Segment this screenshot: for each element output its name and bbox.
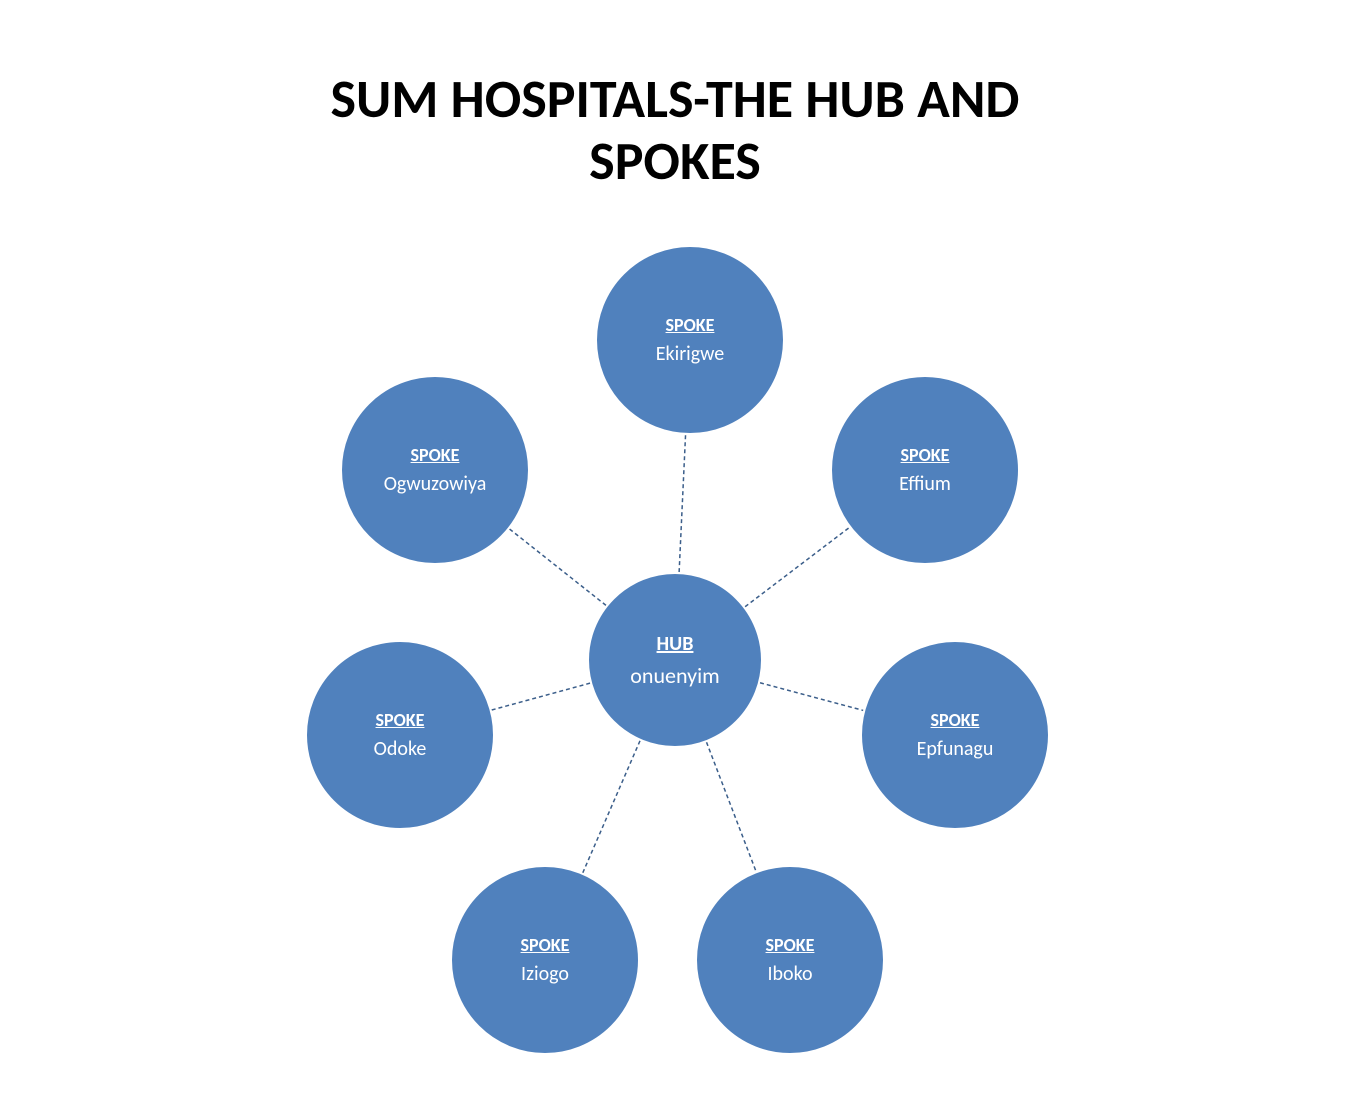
hub-node-role: HUB <box>657 632 694 656</box>
hub-node-name: onuenyim <box>630 662 719 689</box>
spoke-node-0-name: Ekirigwe <box>656 342 725 366</box>
spoke-node-5: SPOKE Odoke <box>305 640 495 830</box>
spoke-node-6-name: Ogwuzowiya <box>384 472 487 496</box>
connector-layer <box>0 0 1350 1112</box>
connector <box>745 527 849 606</box>
spoke-node-4-name: Iziogo <box>521 962 569 986</box>
spoke-node-1-role: SPOKE <box>901 444 950 466</box>
spoke-node-3-name: Iboko <box>767 962 812 986</box>
connector <box>706 742 755 871</box>
spoke-node-4: SPOKE Iziogo <box>450 865 640 1055</box>
connector <box>679 435 685 572</box>
spoke-node-3: SPOKE Iboko <box>695 865 885 1055</box>
spoke-node-3-role: SPOKE <box>766 934 815 956</box>
connector <box>760 683 863 711</box>
connector <box>583 741 640 873</box>
spoke-node-4-role: SPOKE <box>521 934 570 956</box>
spoke-node-1: SPOKE Effium <box>830 375 1020 565</box>
hub-spoke-diagram: SPOKEEkirigweSPOKEEffiumSPOKEEpfunaguSPO… <box>0 0 1350 1112</box>
connector <box>492 683 590 710</box>
spoke-node-1-name: Effium <box>899 472 951 496</box>
spoke-node-2-role: SPOKE <box>931 709 980 731</box>
spoke-node-2: SPOKE Epfunagu <box>860 640 1050 830</box>
spoke-node-6: SPOKE Ogwuzowiya <box>340 375 530 565</box>
spoke-node-2-name: Epfunagu <box>917 737 994 761</box>
spoke-node-5-role: SPOKE <box>376 709 425 731</box>
hub-node: HUB onuenyim <box>587 572 763 748</box>
spoke-node-0: SPOKE Ekirigwe <box>595 245 785 435</box>
spoke-node-5-name: Odoke <box>374 737 427 761</box>
connector <box>509 529 606 605</box>
spoke-node-6-role: SPOKE <box>411 444 460 466</box>
spoke-node-0-role: SPOKE <box>666 314 715 336</box>
